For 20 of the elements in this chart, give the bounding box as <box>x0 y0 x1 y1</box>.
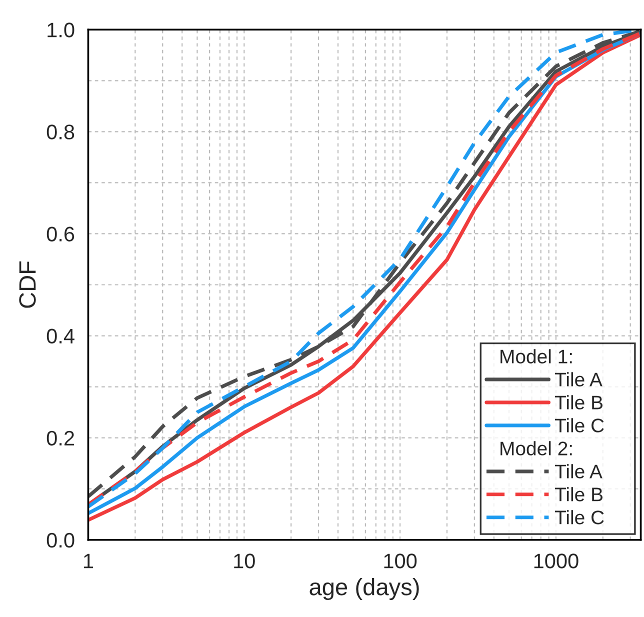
x-tick-label: 1 <box>84 554 94 568</box>
legend-label: Tile B <box>554 487 602 502</box>
y-tick-label: 0.2 <box>46 430 74 446</box>
x-tick-label: 10 <box>234 554 255 568</box>
legend-label: Tile C <box>554 510 604 524</box>
y-tick-label: 0.4 <box>46 328 74 344</box>
y-tick-label: 0.6 <box>46 226 74 242</box>
x-tick-label: 1000 <box>534 554 578 568</box>
legend-label: Tile C <box>554 418 604 432</box>
text: Model 1: <box>500 349 572 364</box>
y-tick-label: 0.8 <box>46 124 74 140</box>
y-tick-label: 1.0 <box>48 22 74 38</box>
legend-label: Tile B <box>554 395 602 410</box>
x-axis-title: age (days) <box>310 578 419 600</box>
text: Model 2: <box>500 441 572 456</box>
legend-label: Tile A <box>554 464 602 478</box>
y-axis-title: CDF <box>19 261 36 308</box>
legend-label: Tile A <box>554 372 602 386</box>
y-tick-label: 0.0 <box>46 532 74 548</box>
x-tick-label: 100 <box>384 554 417 568</box>
